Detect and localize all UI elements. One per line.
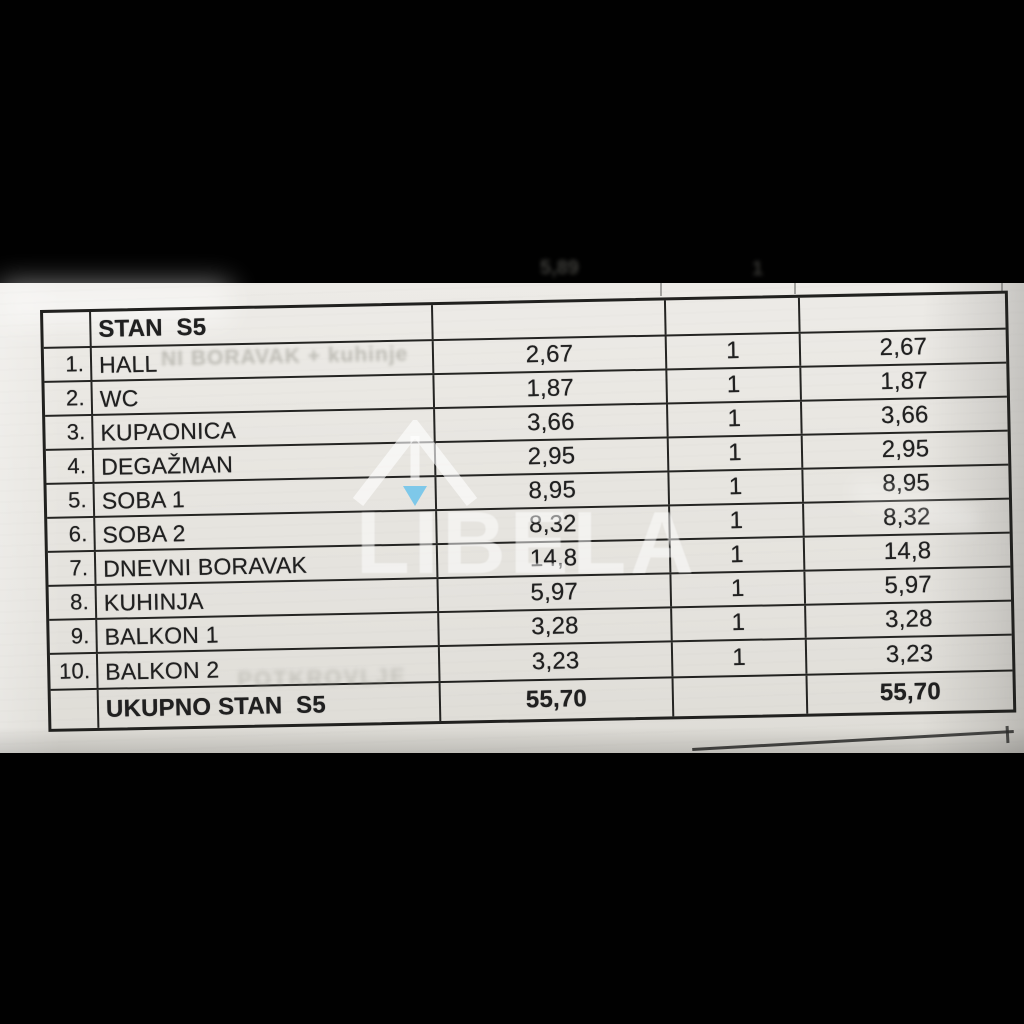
row-number-cell: 4.: [45, 449, 95, 483]
room-name-cell: DEGAŽMAN: [93, 443, 437, 482]
room-name-cell: BALKON 2: [97, 647, 441, 688]
count-cell: 1: [667, 367, 802, 403]
row-number-cell: 10.: [49, 653, 99, 689]
area-cell: 2,95: [435, 438, 670, 476]
area-total-cell: 5,97: [884, 571, 933, 600]
area-cell: 8,32: [437, 506, 671, 544]
count-cell: 1: [672, 639, 808, 677]
paper-sheet: 5,89 1 NI BORAVAK + kuhinje POTKROVLJE S…: [0, 257, 1024, 753]
room-name-cell: DNEVNI BORAVAK: [95, 545, 439, 584]
count-cell: 1: [670, 503, 805, 539]
room-name-cell: SOBA 1: [94, 477, 438, 516]
apartment-title-cell: STAN S5: [91, 305, 434, 346]
ghost-column-line: [794, 283, 796, 294]
count-cell: 1: [669, 469, 805, 505]
row-number-cell: 9.: [49, 619, 98, 653]
area-cell: 2,67: [433, 336, 668, 374]
paper-light-patch: [0, 283, 230, 325]
paper-bottom-shadow: [0, 727, 1024, 753]
table-body: 1. HALL 2,67 1 2,67 2. WC 1,87 1 1,87 3. KUPAONICA 3…: [43, 329, 1013, 689]
area-cell: [432, 300, 667, 340]
count-cell: 1: [672, 605, 807, 641]
row-number-cell: 3.: [45, 415, 94, 449]
photo-black-background-top: [0, 0, 1024, 283]
area-total-cell: 3,66: [880, 401, 929, 430]
row-number-cell: [43, 311, 92, 347]
area-cell: 14,8: [437, 540, 672, 578]
count-cell: 1: [668, 401, 803, 437]
area-cell: 3,28: [439, 608, 673, 646]
area-cell: 3,23: [439, 642, 674, 682]
row-number-cell: [50, 689, 100, 729]
room-name-cell: HALL: [91, 341, 435, 380]
room-name-cell: SOBA 2: [95, 511, 438, 550]
count-cell: 1: [666, 333, 802, 369]
row-number-cell: 5.: [46, 483, 96, 517]
area-total-cell: 3,28: [884, 605, 933, 634]
area-cell: 3,66: [435, 404, 669, 442]
count-cell: [665, 297, 801, 335]
area-total-cell: [800, 294, 1006, 332]
area-cell: 1,87: [434, 370, 668, 408]
total-area-cell: 55,70: [440, 678, 675, 722]
room-name-cell: WC: [92, 375, 436, 414]
area-cell: 5,97: [438, 574, 673, 612]
row-number-cell: 1.: [43, 347, 93, 381]
area-total-cell: 3,23: [885, 640, 934, 669]
row-number-cell: 8.: [48, 585, 98, 619]
row-number-cell: 7.: [47, 551, 97, 585]
total-area2-cell: 55,70: [879, 677, 942, 707]
count-cell: 1: [670, 537, 806, 573]
row-number-cell: 6.: [47, 517, 96, 551]
room-name-cell: KUHINJA: [96, 579, 440, 618]
ghost-column-line: [660, 283, 662, 296]
count-cell: 1: [668, 435, 804, 471]
total-label-cell: UKUPNO STAN S5: [98, 683, 442, 728]
area-total-cell: 2,67: [879, 333, 928, 362]
ghost-column-line: [1001, 283, 1003, 292]
count-cell: 1: [671, 571, 807, 607]
area-total-cell: 1,87: [880, 367, 929, 396]
photo-black-background-bottom: [0, 753, 1024, 1024]
room-name-cell: BALKON 1: [97, 613, 440, 652]
area-table: NI BORAVAK + kuhinje POTKROVLJE STAN S5 …: [40, 290, 1017, 732]
row-number-cell: 2.: [44, 381, 94, 415]
area-cell: 8,95: [436, 472, 671, 510]
area-total-cell: 14,8: [883, 537, 932, 566]
area-total-cell: 8,32: [882, 503, 931, 532]
room-name-cell: KUPAONICA: [93, 409, 436, 448]
area-total-cell: 2,95: [881, 435, 930, 464]
total-count-cell: [673, 675, 809, 717]
area-total-cell: 8,95: [882, 469, 931, 498]
